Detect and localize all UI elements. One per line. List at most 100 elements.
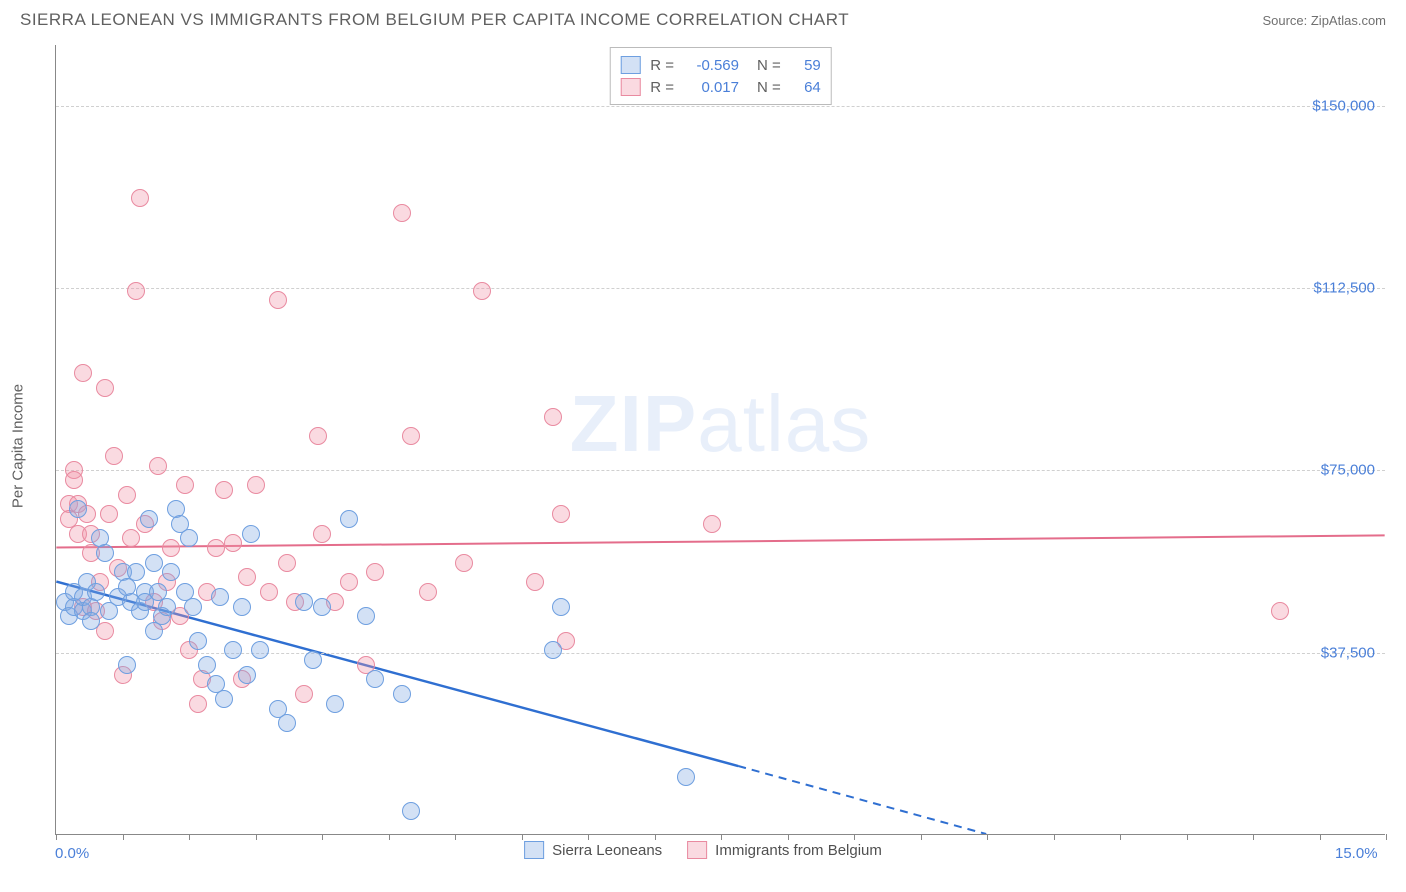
data-point bbox=[393, 204, 411, 222]
x-tick bbox=[322, 834, 323, 840]
data-point bbox=[366, 563, 384, 581]
y-tick-label: $37,500 bbox=[1321, 644, 1375, 661]
x-tick bbox=[655, 834, 656, 840]
x-tick bbox=[189, 834, 190, 840]
data-point bbox=[127, 563, 145, 581]
data-point bbox=[105, 447, 123, 465]
x-tick-label: 0.0% bbox=[55, 845, 89, 862]
data-point bbox=[1271, 602, 1289, 620]
legend-item: Immigrants from Belgium bbox=[687, 841, 882, 859]
y-tick-label: $150,000 bbox=[1312, 97, 1375, 114]
data-point bbox=[131, 189, 149, 207]
data-point bbox=[313, 525, 331, 543]
data-point bbox=[207, 539, 225, 557]
x-tick bbox=[1120, 834, 1121, 840]
data-point bbox=[473, 282, 491, 300]
x-tick bbox=[854, 834, 855, 840]
data-point bbox=[340, 510, 358, 528]
data-point bbox=[215, 690, 233, 708]
r-value: -0.569 bbox=[684, 57, 739, 74]
data-point bbox=[247, 476, 265, 494]
x-tick bbox=[1187, 834, 1188, 840]
data-point bbox=[162, 539, 180, 557]
legend-swatch bbox=[687, 841, 707, 859]
y-axis-label: Per Capita Income bbox=[10, 384, 27, 508]
gridline bbox=[56, 106, 1385, 107]
legend-series: Sierra Leoneans Immigrants from Belgium bbox=[524, 841, 882, 859]
x-tick bbox=[389, 834, 390, 840]
data-point bbox=[402, 427, 420, 445]
r-value: 0.017 bbox=[684, 79, 739, 96]
data-point bbox=[304, 651, 322, 669]
data-point bbox=[149, 457, 167, 475]
x-tick bbox=[522, 834, 523, 840]
data-point bbox=[127, 282, 145, 300]
data-point bbox=[251, 641, 269, 659]
data-point bbox=[215, 481, 233, 499]
data-point bbox=[340, 573, 358, 591]
data-point bbox=[269, 291, 287, 309]
data-point bbox=[677, 768, 695, 786]
n-value: 64 bbox=[791, 79, 821, 96]
data-point bbox=[544, 408, 562, 426]
data-point bbox=[140, 510, 158, 528]
legend-item: Sierra Leoneans bbox=[524, 841, 662, 859]
x-tick bbox=[588, 834, 589, 840]
data-point bbox=[176, 476, 194, 494]
x-tick bbox=[1253, 834, 1254, 840]
data-point bbox=[526, 573, 544, 591]
data-point bbox=[366, 670, 384, 688]
data-point bbox=[238, 568, 256, 586]
data-point bbox=[703, 515, 721, 533]
data-point bbox=[242, 525, 260, 543]
data-point bbox=[100, 505, 118, 523]
x-tick bbox=[1054, 834, 1055, 840]
data-point bbox=[158, 598, 176, 616]
r-label: R = bbox=[650, 57, 674, 74]
data-point bbox=[309, 427, 327, 445]
data-point bbox=[96, 379, 114, 397]
data-point bbox=[419, 583, 437, 601]
x-tick-label: 15.0% bbox=[1335, 845, 1378, 862]
n-label: N = bbox=[757, 79, 781, 96]
x-tick bbox=[987, 834, 988, 840]
regression-lines-svg bbox=[56, 45, 1385, 834]
data-point bbox=[326, 695, 344, 713]
r-label: R = bbox=[650, 79, 674, 96]
x-tick bbox=[56, 834, 57, 840]
data-point bbox=[87, 583, 105, 601]
chart-plot-area: ZIPatlas R =-0.569N =59R =0.017N =64 $37… bbox=[55, 45, 1385, 835]
x-tick bbox=[921, 834, 922, 840]
x-tick bbox=[256, 834, 257, 840]
data-point bbox=[118, 656, 136, 674]
data-point bbox=[189, 695, 207, 713]
data-point bbox=[260, 583, 278, 601]
data-point bbox=[295, 593, 313, 611]
data-point bbox=[122, 529, 140, 547]
legend-swatch bbox=[524, 841, 544, 859]
data-point bbox=[74, 364, 92, 382]
data-point bbox=[357, 607, 375, 625]
data-point bbox=[552, 505, 570, 523]
data-point bbox=[189, 632, 207, 650]
gridline bbox=[56, 288, 1385, 289]
chart-title: SIERRA LEONEAN VS IMMIGRANTS FROM BELGIU… bbox=[20, 10, 849, 30]
data-point bbox=[198, 656, 216, 674]
data-point bbox=[278, 714, 296, 732]
legend-swatch bbox=[620, 78, 640, 96]
data-point bbox=[145, 554, 163, 572]
data-point bbox=[233, 598, 251, 616]
data-point bbox=[313, 598, 331, 616]
n-label: N = bbox=[757, 57, 781, 74]
data-point bbox=[180, 529, 198, 547]
data-point bbox=[455, 554, 473, 572]
data-point bbox=[96, 544, 114, 562]
data-point bbox=[402, 802, 420, 820]
data-point bbox=[278, 554, 296, 572]
data-point bbox=[552, 598, 570, 616]
data-point bbox=[69, 500, 87, 518]
source-label: Source: ZipAtlas.com bbox=[1262, 13, 1386, 28]
x-tick bbox=[788, 834, 789, 840]
data-point bbox=[295, 685, 313, 703]
legend-swatch bbox=[620, 56, 640, 74]
